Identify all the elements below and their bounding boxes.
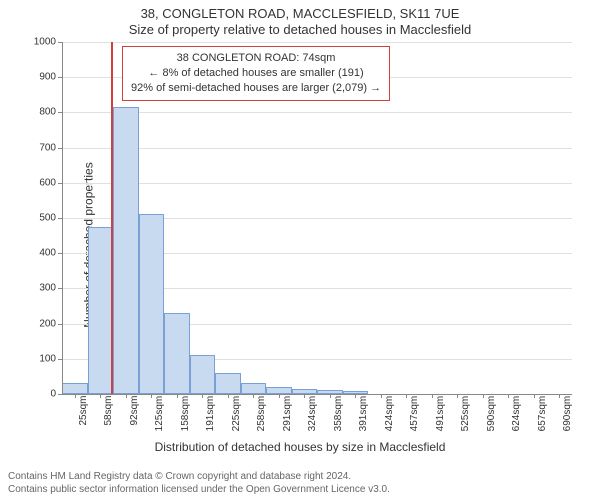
histogram-bar bbox=[88, 227, 114, 394]
footer: Contains HM Land Registry data © Crown c… bbox=[8, 470, 390, 496]
x-axis-label: Distribution of detached houses by size … bbox=[0, 440, 600, 454]
info-box-line3: 92% of semi-detached houses are larger (… bbox=[131, 81, 381, 96]
title-line1: 38, CONGLETON ROAD, MACCLESFIELD, SK11 7… bbox=[0, 6, 600, 21]
chart-plot-area: 0100200300400500600700800900100025sqm58s… bbox=[62, 42, 572, 394]
histogram-bar bbox=[113, 107, 139, 394]
footer-line2: Contains public sector information licen… bbox=[8, 483, 390, 496]
footer-line1: Contains HM Land Registry data © Crown c… bbox=[8, 470, 390, 483]
info-box: 38 CONGLETON ROAD: 74sqm← 8% of detached… bbox=[122, 46, 390, 101]
info-box-line1: 38 CONGLETON ROAD: 74sqm bbox=[131, 51, 381, 66]
grid-line bbox=[62, 112, 572, 113]
x-axis-line bbox=[62, 394, 572, 395]
grid-line bbox=[62, 148, 572, 149]
info-box-line2: ← 8% of detached houses are smaller (191… bbox=[131, 66, 381, 81]
grid-line bbox=[62, 42, 572, 43]
property-marker-line bbox=[111, 42, 113, 394]
subtitle-line2: Size of property relative to detached ho… bbox=[0, 22, 600, 37]
y-axis-line bbox=[62, 42, 63, 394]
histogram-bar bbox=[139, 214, 165, 394]
grid-line bbox=[62, 183, 572, 184]
